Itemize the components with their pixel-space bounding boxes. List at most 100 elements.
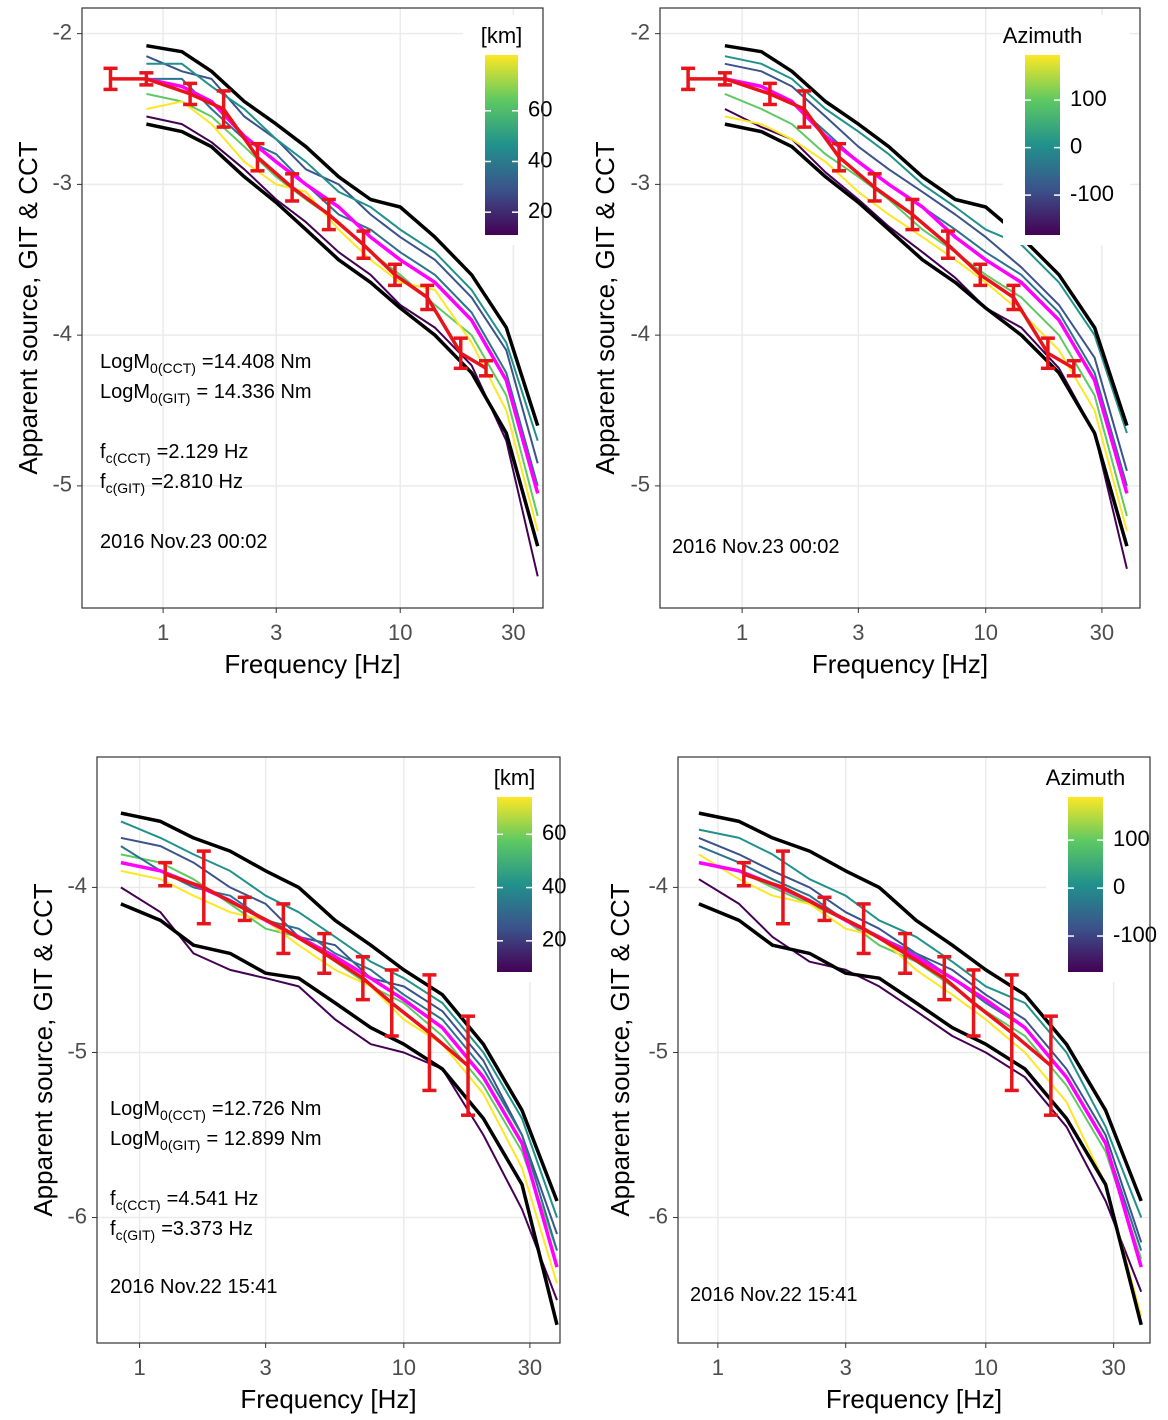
- y-tick-label: -5: [630, 472, 650, 497]
- spectrum-line: [698, 811, 1143, 1202]
- error-bar: [817, 895, 832, 923]
- error-bar: [762, 81, 777, 107]
- x-tick-label: 10: [974, 1355, 998, 1380]
- spectrum-line: [120, 886, 558, 1301]
- y-axis-title: Apparent source, GIT & CCT: [590, 141, 620, 474]
- annotation: 2016 Nov.22 15:41: [110, 1276, 278, 1298]
- annotation: fc(GIT) =3.373 Hz: [110, 1218, 253, 1242]
- annotation-text: =14.408 Nm: [202, 351, 312, 373]
- error-bar: [1040, 336, 1055, 371]
- spectrum-line: [146, 122, 540, 547]
- annotation-text: 2016 Nov.22 15:41: [690, 1284, 858, 1306]
- annotation-text: f: [110, 1218, 116, 1240]
- annotation-subscript: c(GIT): [106, 480, 146, 496]
- plot-border: [659, 7, 1141, 609]
- annotation-subscript: 0(CCT): [150, 360, 196, 376]
- error-bar: [966, 968, 981, 1038]
- annotation-text: =3.373 Hz: [161, 1218, 253, 1240]
- annotation-subscript: 0(CCT): [160, 1107, 206, 1123]
- error-bar: [276, 902, 291, 956]
- x-axis-title: Frequency [Hz]: [812, 649, 988, 679]
- spectrum-line: [120, 836, 558, 1235]
- y-tick-label: -4: [67, 873, 87, 898]
- colorbar: [1025, 55, 1060, 235]
- error-bar: [1043, 1014, 1058, 1117]
- error-bar: [461, 1014, 476, 1117]
- error-bar: [384, 968, 399, 1038]
- error-bar: [285, 172, 300, 203]
- annotation-text: f: [110, 1188, 116, 1210]
- error-bar: [216, 89, 231, 129]
- y-axis-title: Apparent source, GIT & CCT: [28, 883, 58, 1216]
- colorbar-tick-label: 60: [542, 820, 566, 845]
- y-axis-title: Apparent source, GIT & CCT: [605, 883, 635, 1216]
- colorbar: [497, 797, 532, 972]
- annotation-subscript: c(CCT): [116, 1197, 161, 1213]
- error-bar: [139, 71, 154, 87]
- colorbar-tick-label: -100: [1070, 181, 1114, 206]
- error-bar: [1066, 359, 1081, 378]
- annotation-text: =12.726 Nm: [212, 1098, 322, 1120]
- annotation-text: 2016 Nov.23 00:02: [672, 536, 840, 558]
- error-bar: [856, 902, 871, 956]
- x-axis-title: Frequency [Hz]: [826, 1384, 1002, 1414]
- error-bar: [355, 954, 370, 1002]
- x-axis-title: Frequency [Hz]: [224, 649, 400, 679]
- plot-border: [96, 756, 561, 1344]
- error-bar: [420, 283, 435, 312]
- error-bar: [898, 931, 913, 975]
- spectrum-line: [724, 43, 1129, 427]
- annotation-text: 2016 Nov.22 15:41: [110, 1276, 278, 1298]
- error-bar: [422, 973, 437, 1093]
- annotation-text: 2016 Nov.23 00:02: [100, 531, 268, 553]
- panel: -4 -5 -6 1 3 10 30 [km] 20 40 60 LogM0(CCT) =12.726 …: [28, 756, 602, 1414]
- y-tick-label: -5: [67, 1038, 87, 1063]
- error-bar: [681, 66, 696, 92]
- error-bar: [1004, 973, 1019, 1093]
- plot-border: [677, 756, 1151, 1344]
- annotation: fc(CCT) =2.129 Hz: [100, 441, 248, 465]
- x-tick-label: 10: [392, 1355, 416, 1380]
- colorbar-tick-label: 40: [542, 873, 566, 898]
- colorbar-tick-label: 100: [1070, 86, 1107, 111]
- panel: -2 -3 -4 -5 1 3 10 30 [km] 20 40 60 LogM0(CCT) =14.40…: [13, 7, 588, 679]
- x-tick-label: 3: [840, 1355, 852, 1380]
- colorbar-title: Azimuth: [1046, 765, 1125, 790]
- x-axis-title: Frequency [Hz]: [240, 1384, 416, 1414]
- y-tick-label: -5: [648, 1038, 668, 1063]
- annotation-text: =2.129 Hz: [157, 441, 249, 463]
- error-bar: [736, 860, 751, 888]
- spectrum-line: [698, 902, 1143, 1326]
- error-bar: [905, 197, 920, 232]
- error-bar: [196, 849, 211, 926]
- legend-background: [475, 757, 602, 982]
- plot-area: [120, 811, 559, 1326]
- y-tick-label: -4: [648, 873, 668, 898]
- annotation-text: = 14.336 Nm: [196, 381, 311, 403]
- annotation-text: LogM: [110, 1128, 160, 1150]
- annotation-subscript: 0(GIT): [150, 390, 190, 406]
- error-bar: [103, 66, 118, 92]
- spectrum-line: [724, 77, 1129, 494]
- spectrum-line: [724, 122, 1129, 547]
- error-bar: [973, 262, 988, 288]
- error-bar: [387, 262, 402, 288]
- error-bar: [317, 931, 332, 975]
- error-bar: [775, 849, 790, 926]
- error-bar: [250, 141, 265, 173]
- y-tick-label: -5: [52, 472, 72, 497]
- y-axis-title: Apparent source, GIT & CCT: [13, 141, 43, 474]
- annotation: 2016 Nov.23 00:02: [100, 531, 268, 553]
- x-tick-label: 3: [852, 620, 864, 645]
- annotation: 2016 Nov.22 15:41: [690, 1284, 858, 1306]
- spectrum-line: [724, 115, 1128, 532]
- plot-border: [81, 7, 544, 609]
- colorbar-title: [km]: [494, 765, 536, 790]
- legend-background: [1003, 15, 1130, 245]
- y-tick-label: -6: [67, 1203, 87, 1228]
- y-tick-label: -3: [52, 170, 72, 195]
- colorbar-tick-label: 100: [1113, 826, 1150, 851]
- x-tick-label: 1: [157, 620, 169, 645]
